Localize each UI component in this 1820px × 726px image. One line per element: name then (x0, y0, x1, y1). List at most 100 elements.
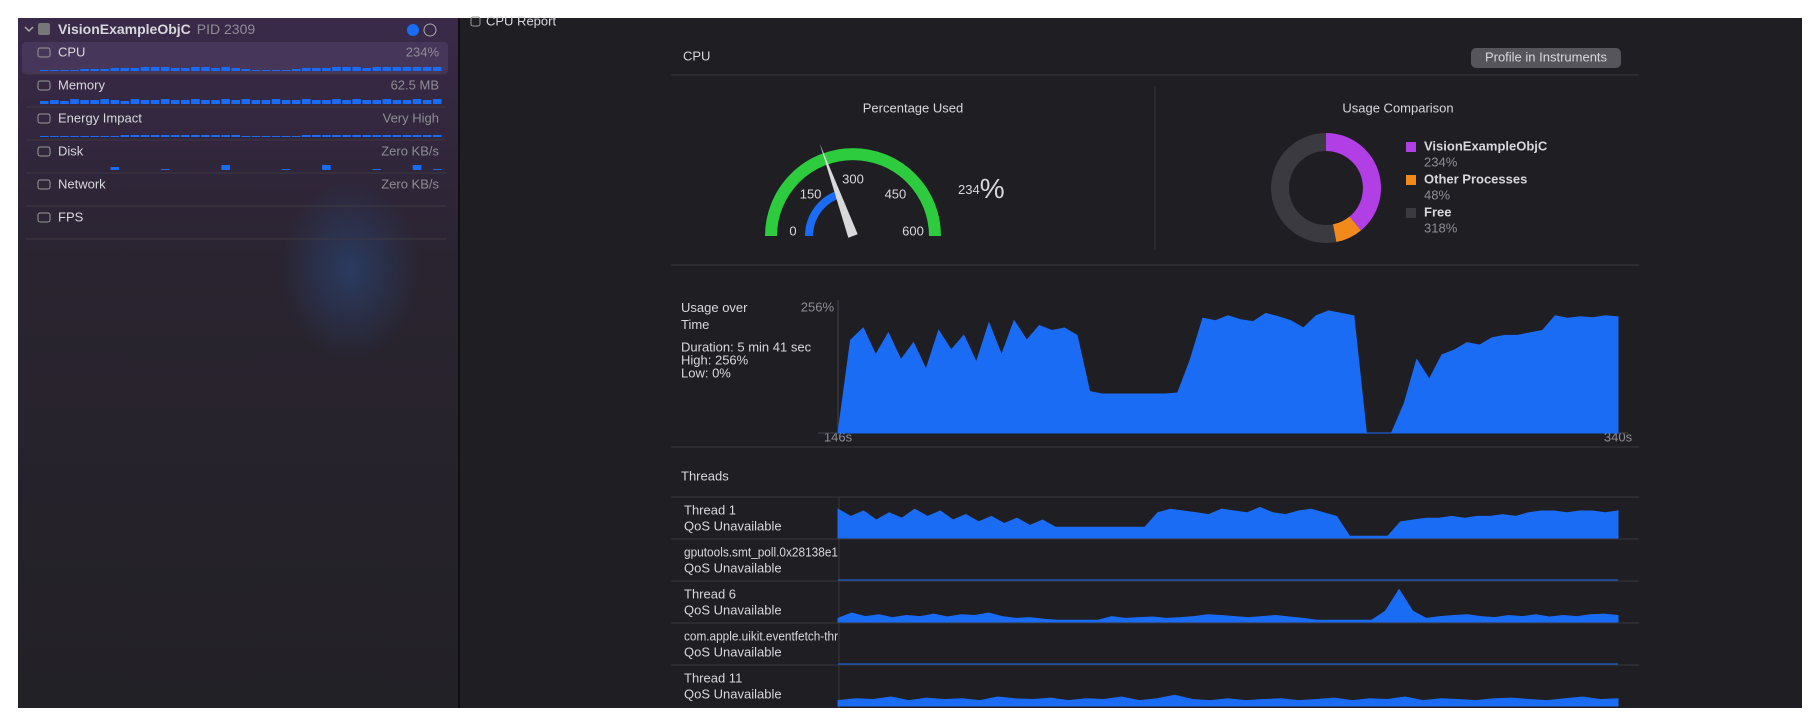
spark-bar (332, 99, 341, 104)
spark-bar (412, 99, 422, 104)
report-header: CPU Report (486, 13, 556, 28)
spark-bar (160, 99, 170, 104)
spark-bar (322, 100, 331, 104)
thread-name: Thread 11 (684, 670, 742, 685)
gauge-needle (819, 143, 858, 238)
spark-bar (281, 136, 291, 137)
badge[interactable] (423, 23, 437, 37)
spark-bar (191, 67, 200, 71)
spark-bar (422, 67, 432, 71)
spark-bar (342, 67, 351, 71)
spark-bar (352, 99, 361, 104)
spark-bar (422, 135, 432, 137)
spark-bar (301, 135, 311, 137)
gauge-tick-label: 150 (800, 187, 822, 202)
threads-title: Threads (681, 468, 729, 483)
spark-bar (50, 100, 59, 104)
spark-bar (271, 99, 281, 104)
spark-bar (291, 100, 301, 104)
spark-bar (110, 167, 120, 170)
selected-row[interactable] (22, 42, 448, 74)
report-title: CPU (683, 48, 710, 63)
usage-title-line: Time (681, 317, 709, 332)
spark-bar (231, 135, 240, 137)
report-icon (470, 16, 481, 27)
row-value: Zero KB/s (381, 143, 439, 158)
spark-bar (271, 70, 281, 71)
chevron[interactable] (24, 26, 34, 33)
legend-value: 48% (1424, 187, 1450, 202)
spark-bar (181, 68, 190, 71)
row-icon (37, 212, 51, 223)
spark-bar (402, 135, 412, 137)
spark-bar (352, 135, 361, 137)
spark-bar (90, 69, 99, 71)
spark-bar (332, 67, 341, 71)
badge[interactable] (407, 24, 419, 36)
spark-bar (322, 135, 331, 137)
spark-bar (392, 100, 402, 104)
spark-bar (120, 135, 130, 137)
spark-bar (60, 70, 69, 71)
thread-area (837, 506, 1619, 539)
donut-segment (1271, 133, 1337, 244)
spark-bar (160, 135, 170, 137)
spark-bar (362, 135, 371, 137)
legend-name: VisionExampleObjC (1424, 138, 1548, 153)
spark-bar (160, 169, 170, 170)
spark-bar (170, 100, 180, 104)
spark-bar (362, 68, 371, 71)
spark-bar (181, 100, 190, 104)
row-icon (37, 47, 51, 58)
spark-bar (60, 101, 69, 104)
spark-bar (201, 135, 210, 137)
spark-bar (211, 68, 220, 71)
spark-bar (301, 99, 311, 104)
spark-bar (80, 69, 89, 71)
spark-bar (221, 99, 230, 104)
row-value: 62.5 MB (391, 77, 439, 92)
spark-bar (90, 100, 99, 104)
spark-bar (120, 101, 130, 104)
spark-bar (432, 67, 442, 71)
spark-bar (432, 169, 442, 170)
spark-bar (170, 68, 180, 71)
gauge-track (765, 148, 941, 237)
spark-bar (170, 135, 180, 137)
gauge-tick-label: 0 (789, 223, 796, 238)
spark-bar (130, 99, 140, 104)
spark-bar (160, 67, 170, 71)
spark-bar (312, 100, 321, 104)
spark-bar (281, 100, 291, 104)
profile-button[interactable] (1471, 48, 1621, 68)
spark-bar (191, 135, 200, 137)
row-value: 234% (406, 44, 440, 59)
row-icon (37, 80, 51, 91)
spark-bar (70, 99, 79, 104)
spark-bar (100, 136, 110, 137)
gauge-readout: 234% (958, 173, 1005, 204)
gauge-tick-label: 300 (842, 171, 864, 186)
spark-bar (301, 68, 311, 71)
spark-bar (110, 136, 120, 137)
comparison-title: Usage Comparison (1342, 100, 1453, 115)
usage-title-line: Usage over (681, 300, 748, 315)
spark-bar (271, 136, 281, 137)
spark-bar (251, 70, 261, 71)
spark-bar (392, 135, 402, 137)
spark-bar (261, 70, 271, 71)
legend-name: Other Processes (1424, 171, 1527, 186)
gauge-tick-label: 600 (902, 223, 924, 238)
spark-bar (40, 101, 49, 104)
spark-bar (211, 135, 220, 137)
spark-bar (150, 100, 160, 104)
row-label: Energy Impact (58, 110, 142, 125)
spark-bar (140, 100, 150, 104)
spark-bar (201, 100, 210, 104)
profile-button-label[interactable]: Profile in Instruments (1485, 49, 1608, 64)
spark-bar (110, 100, 120, 104)
row-icon (37, 146, 51, 157)
spark-bar (60, 136, 69, 137)
row-icon (37, 179, 51, 190)
spark-bar (150, 67, 160, 71)
